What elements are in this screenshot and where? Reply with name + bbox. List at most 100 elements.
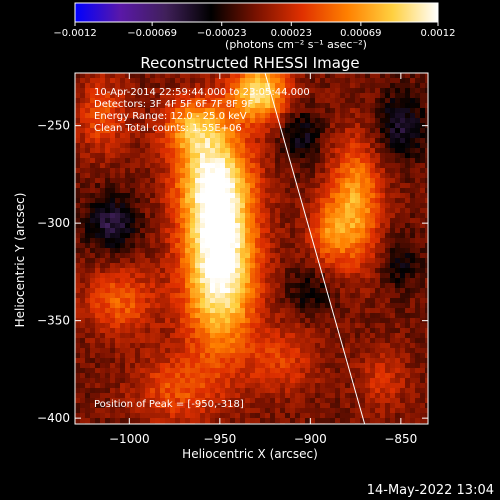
heatmap-cell (85, 78, 90, 83)
heatmap-cell (420, 208, 425, 213)
heatmap-cell (110, 113, 115, 118)
heatmap-cell (225, 93, 230, 98)
heatmap-cell (320, 233, 325, 238)
heatmap-cell (155, 173, 160, 178)
heatmap-cell (350, 153, 355, 158)
heatmap-cell (315, 363, 320, 368)
heatmap-cell (265, 218, 270, 223)
heatmap-cell (280, 128, 285, 133)
heatmap-cell (110, 93, 115, 98)
heatmap-cell (80, 128, 85, 133)
heatmap-cell (285, 368, 290, 373)
heatmap-cell (200, 373, 205, 378)
heatmap-cell (195, 218, 200, 223)
heatmap-cell (195, 158, 200, 163)
heatmap-cell (385, 393, 390, 398)
heatmap-cell (125, 218, 130, 223)
heatmap-cell (95, 243, 100, 248)
heatmap-cell (210, 168, 215, 173)
heatmap-cell (315, 378, 320, 383)
heatmap-cell (345, 208, 350, 213)
heatmap-cell (240, 188, 245, 193)
heatmap-cell (150, 238, 155, 243)
heatmap-cell (230, 188, 235, 193)
heatmap-cell (330, 313, 335, 318)
heatmap-cell (370, 128, 375, 133)
heatmap-cell (255, 108, 260, 113)
heatmap-cell (350, 283, 355, 288)
heatmap-cell (350, 243, 355, 248)
heatmap-cell (415, 83, 420, 88)
heatmap-cell (395, 343, 400, 348)
heatmap-cell (355, 368, 360, 373)
heatmap-cell (260, 278, 265, 283)
heatmap-cell (250, 243, 255, 248)
heatmap-cell (315, 178, 320, 183)
heatmap-cell (365, 183, 370, 188)
heatmap-cell (390, 178, 395, 183)
heatmap-cell (265, 138, 270, 143)
heatmap-cell (340, 208, 345, 213)
heatmap-cell (230, 353, 235, 358)
heatmap-cell (255, 378, 260, 383)
heatmap-cell (125, 198, 130, 203)
heatmap-cell (180, 223, 185, 228)
heatmap-cell (195, 128, 200, 133)
heatmap-cell (145, 313, 150, 318)
heatmap-cell (280, 398, 285, 403)
heatmap-cell (135, 188, 140, 193)
heatmap-cell (315, 88, 320, 93)
heatmap-cell (335, 383, 340, 388)
heatmap-cell (270, 103, 275, 108)
heatmap-cell (340, 203, 345, 208)
heatmap-cell (200, 233, 205, 238)
heatmap-cell (290, 303, 295, 308)
heatmap-cell (365, 98, 370, 103)
heatmap-cell (260, 188, 265, 193)
heatmap-cell (150, 358, 155, 363)
heatmap-cell (230, 168, 235, 173)
heatmap-cell (250, 408, 255, 413)
heatmap-cell (250, 378, 255, 383)
heatmap-cell (95, 148, 100, 153)
heatmap-cell (125, 408, 130, 413)
heatmap-cell (125, 158, 130, 163)
heatmap-cell (120, 118, 125, 123)
heatmap-cell (355, 278, 360, 283)
heatmap-cell (205, 253, 210, 258)
heatmap-cell (155, 353, 160, 358)
heatmap-cell (320, 128, 325, 133)
heatmap-cell (150, 223, 155, 228)
heatmap-cell (125, 373, 130, 378)
heatmap-cell (140, 213, 145, 218)
heatmap-cell (135, 303, 140, 308)
heatmap-cell (105, 403, 110, 408)
heatmap-cell (285, 253, 290, 258)
heatmap-cell (400, 198, 405, 203)
heatmap-cell (330, 248, 335, 253)
heatmap-cell (190, 83, 195, 88)
heatmap-cell (370, 93, 375, 98)
heatmap-cell (405, 263, 410, 268)
heatmap-cell (420, 168, 425, 173)
heatmap-cell (285, 413, 290, 418)
heatmap-cell (160, 78, 165, 83)
heatmap-cell (280, 298, 285, 303)
heatmap-cell (240, 228, 245, 233)
heatmap-cell (205, 178, 210, 183)
heatmap-cell (300, 333, 305, 338)
heatmap-cell (140, 303, 145, 308)
heatmap-cell (315, 213, 320, 218)
heatmap-cell (315, 393, 320, 398)
heatmap-cell (85, 128, 90, 133)
heatmap-cell (125, 238, 130, 243)
heatmap-cell (195, 343, 200, 348)
heatmap-cell (350, 388, 355, 393)
heatmap-cell (160, 388, 165, 393)
heatmap-cell (320, 238, 325, 243)
heatmap-cell (265, 238, 270, 243)
heatmap-cell (120, 273, 125, 278)
heatmap-cell (325, 73, 330, 78)
heatmap-cell (370, 108, 375, 113)
heatmap-cell (250, 123, 255, 128)
